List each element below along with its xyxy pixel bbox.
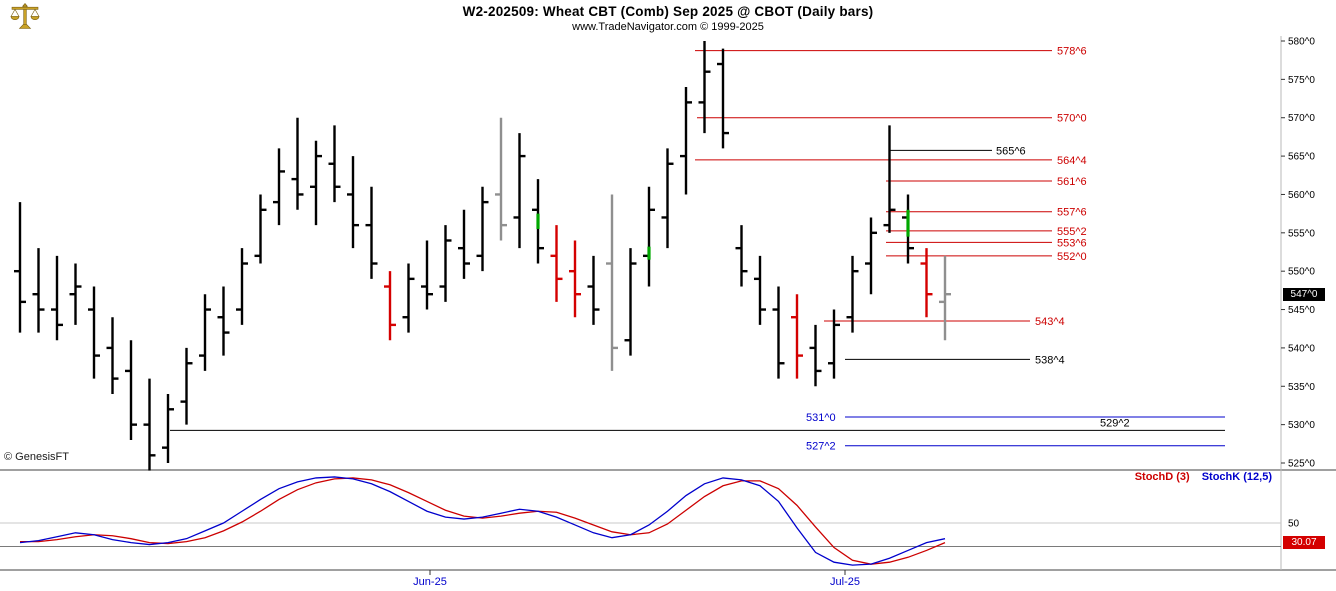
- date-axis-label: Jul-25: [830, 576, 860, 588]
- price-scale-label: 580^0: [1288, 37, 1315, 48]
- price-line-label: 570^0: [1057, 113, 1087, 125]
- price-scale-label: 565^0: [1288, 152, 1315, 163]
- price-scale-label: 530^0: [1288, 420, 1315, 431]
- stoch-last-value-badge: 30.07: [1283, 536, 1325, 549]
- stochk-line: [19, 476, 946, 566]
- price-line-label: 565^6: [996, 145, 1026, 157]
- price-scale-label: 550^0: [1288, 267, 1315, 278]
- price-line-label: 564^4: [1057, 155, 1087, 167]
- price-line-label: 578^6: [1057, 46, 1087, 58]
- price-line-label: 538^4: [1035, 354, 1065, 366]
- stoch-legend: StochD (3) StochK (12,5): [1135, 471, 1272, 483]
- stochk-legend-label[interactable]: StochK (12,5): [1201, 471, 1272, 483]
- price-scale-label: 575^0: [1288, 75, 1315, 86]
- price-scale-label: 540^0: [1288, 343, 1315, 354]
- price-scale-label: 525^0: [1288, 459, 1315, 470]
- price-scale-label: 555^0: [1288, 228, 1315, 239]
- last-price-badge: 547^0: [1283, 288, 1325, 301]
- stoch-scale-label: 50: [1288, 519, 1300, 530]
- stochd-legend-label[interactable]: StochD (3): [1134, 471, 1190, 483]
- price-scale-label: 570^0: [1288, 113, 1315, 124]
- date-axis-label: Jun-25: [413, 576, 447, 588]
- stochd-line: [20, 477, 946, 565]
- price-scale-label: 545^0: [1288, 305, 1315, 316]
- price-line-label: 561^6: [1057, 176, 1087, 188]
- price-line-label: 552^0: [1057, 251, 1087, 263]
- price-line-label: 529^2: [1100, 417, 1130, 429]
- price-line-label: 531^0: [806, 412, 836, 424]
- price-scale-label: 535^0: [1288, 382, 1315, 393]
- price-line-label: 557^6: [1057, 207, 1087, 219]
- price-scale-label: 560^0: [1288, 190, 1315, 201]
- genesis-scales-logo-icon: [7, 2, 43, 32]
- genesis-copyright: © GenesisFT: [4, 451, 69, 463]
- price-line-label: 555^2: [1057, 226, 1087, 238]
- price-line-label: 553^6: [1057, 237, 1087, 249]
- price-line-label: 527^2: [806, 441, 836, 453]
- price-line-label: 543^4: [1035, 316, 1065, 328]
